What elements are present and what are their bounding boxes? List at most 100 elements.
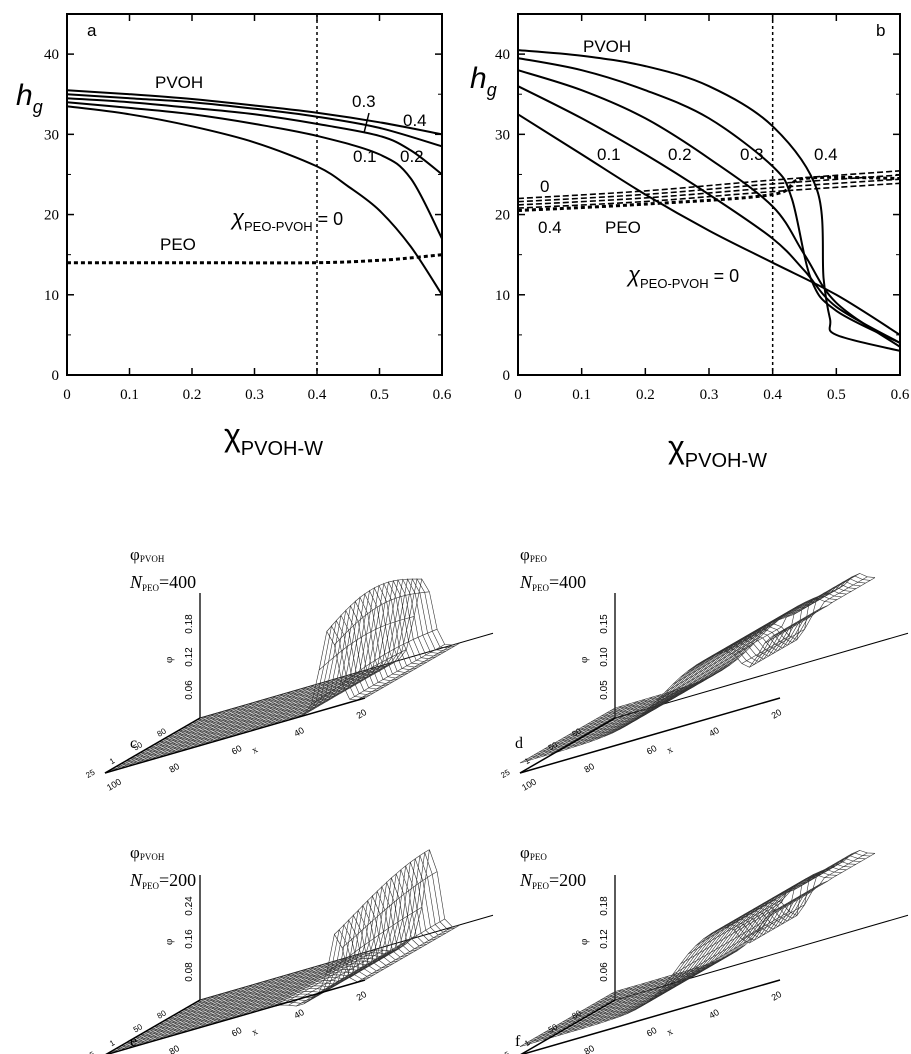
mesh-line-v [326,578,422,632]
mesh-line-v [296,662,392,719]
mesh-line-v [150,986,247,1043]
x-tick-label: 40 [292,725,306,739]
front-edge [520,979,781,1054]
mesh-line-v [565,978,662,1034]
mesh-line-v [649,652,746,708]
y-tick-label: 25 [499,1049,512,1054]
mesh-line-v [626,669,723,726]
x-axis-label: x [250,1026,260,1038]
mesh-line-v [672,628,769,685]
mesh-line-v [242,960,338,1016]
mesh-line-v [196,691,292,747]
series-peo-line-bundle [517,182,901,209]
x-tick-label: 0 [63,387,71,403]
mesh-line-v [250,675,346,732]
mesh-line-v [565,694,662,750]
mesh-line-v [596,684,692,740]
front-edge [105,979,366,1054]
series-peo-line [67,253,443,265]
mesh-line-v [234,962,331,1018]
series-pvoh-line-chi-0.3 [517,57,901,344]
z-tick-label: 0.18 [599,896,610,916]
mesh-line-v [695,890,792,946]
mesh-line-v [581,689,677,745]
mesh-line-v [733,867,830,931]
mesh-line-v [718,874,814,930]
series-pvoh-line-chi-0.4 [66,89,443,136]
mesh-line-v [634,664,730,721]
species-label: φPVOH [130,545,165,564]
y-tick-label: 10 [44,288,59,304]
species-label: φPEO [520,545,547,564]
annotation-c02: 0.2 [400,147,424,166]
series-pvoh-line-chi-0 [517,113,901,336]
mesh-line-v [357,926,453,983]
x-axis-label: χPVOH-W [224,417,323,460]
annotation-c04: 0.4 [403,111,427,130]
x-tick-label: 60 [230,1025,244,1039]
mesh-line-v [558,980,654,1036]
x-tick-label: 0.2 [636,387,655,403]
mesh-line-v [135,708,231,765]
panel-c: 0.060.120.18φ10080604020x8050125φPVOHNPE… [84,545,494,793]
annotation-c03: 0.3 [352,92,376,111]
mesh-line-v [173,697,269,754]
z-axis-label: φ [163,657,175,663]
x-tick-label: 20 [355,989,369,1003]
mesh-line-v [326,907,422,973]
annotation-peo: PEO [160,235,196,254]
plot-frame [66,13,443,376]
series-peo-line-bundle [517,170,901,200]
z-tick-label: 0.16 [184,929,195,949]
x-tick-label: 100 [520,777,538,793]
mesh-line-v [265,671,361,727]
x-tick-label: 20 [770,989,784,1003]
x-tick-label: 0.5 [370,387,389,403]
mesh-line-v [779,577,876,634]
mesh-line-v [166,700,262,756]
mesh-line-v [726,870,822,928]
y-tick-label: 30 [495,127,510,143]
series-pvoh-line-chi-0.1 [517,85,901,344]
mesh-line-v [703,605,799,661]
mesh-line-v [542,701,639,757]
mesh-line-v [265,953,361,1009]
y-tick-label: 10 [495,288,510,304]
mesh-line-v [120,995,216,1051]
mesh-line-v [127,711,224,767]
mesh-line-v [619,961,715,1017]
y-tick-label: 25 [499,767,512,780]
mesh-line-v [642,950,738,1006]
z-axis-label: φ [578,939,590,945]
panel-d: 0.050.100.15φ10080604020x8050125φPEONPEO… [499,545,909,793]
y-tick-label: 40 [495,47,510,63]
z-tick-label: 0.18 [184,614,195,634]
x-tick-label: 0.4 [763,387,782,403]
mesh-line-v [127,993,224,1049]
mesh-line-u [166,581,427,738]
panel-b: 0 0.1 0.2 0.3 0.4 0.5 0.6 0 10 20 30 40 b hg χPVOH-W PV… [470,13,910,472]
mesh-line-v [158,702,254,758]
panel-letter: e [130,1033,137,1050]
mesh-line-v [211,686,308,743]
mesh-line-v [779,853,876,909]
x-tick-label: 0 [514,387,522,403]
mesh-line-v [257,673,354,730]
y-axis-label: hg [470,62,497,100]
mesh-line-v [535,703,631,759]
mesh-line-v [150,704,247,761]
mesh-line-v [527,705,623,762]
mesh-line-v [227,964,323,1020]
z-tick-label: 0.05 [599,680,610,700]
x-tick-label: 40 [292,1007,306,1021]
mesh-line-v [756,853,853,933]
mesh-line-v [688,898,784,955]
x-tick-label: 0.1 [120,387,139,403]
mesh-line-v [120,713,216,769]
series-peo-line-bundle [517,174,901,203]
x-tick-label: 0.6 [891,387,910,403]
mesh-line-v [341,628,438,684]
left-edge [104,717,201,774]
mesh-line-v [219,684,315,741]
x-tick-label: 60 [230,743,244,757]
